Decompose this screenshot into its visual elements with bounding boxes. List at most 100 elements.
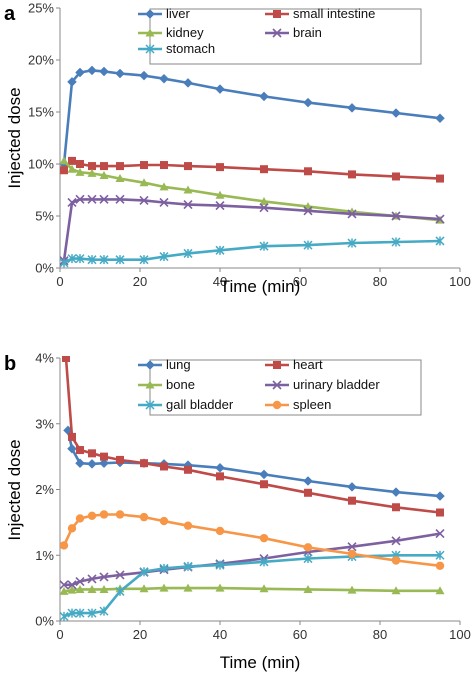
- y-tick-label: 25%: [28, 1, 54, 16]
- legend-swatch-marker: [272, 380, 282, 390]
- data-point: [259, 196, 269, 205]
- data-point: [216, 472, 224, 481]
- data-point: [259, 91, 269, 102]
- data-point: [215, 462, 225, 473]
- series-line: [62, 513, 441, 568]
- data-point: [67, 197, 77, 208]
- data-point: [160, 161, 168, 170]
- series-line: [62, 198, 441, 261]
- legend-swatch-marker: [145, 360, 155, 370]
- data-point: [62, 356, 70, 362]
- data-point: [391, 536, 401, 546]
- y-tick-label: 3%: [35, 416, 54, 431]
- legend: lung heart bone urinary bladder gall bladder…: [138, 357, 422, 416]
- data-point: [99, 194, 109, 204]
- legend-label: gall bladder: [166, 397, 234, 412]
- data-point: [60, 586, 69, 595]
- y-axis-title: Injected dose: [5, 87, 24, 188]
- data-point: [436, 508, 444, 517]
- data-point: [139, 255, 149, 265]
- x-tick-label: 0: [56, 627, 63, 642]
- data-point: [140, 161, 148, 170]
- data-point: [159, 197, 169, 208]
- x-tick-label: 60: [293, 274, 307, 289]
- data-point: [99, 458, 109, 469]
- data-point: [183, 583, 193, 592]
- data-point: [60, 541, 69, 550]
- x-tick-label: 20: [133, 274, 147, 289]
- data-point: [347, 102, 357, 113]
- data-point: [67, 585, 77, 594]
- data-point: [99, 572, 109, 582]
- data-point: [115, 68, 125, 79]
- data-point: [183, 521, 193, 530]
- data-point: [60, 258, 69, 268]
- legend-label: small intestine: [293, 6, 375, 21]
- legend-swatch-marker: [145, 380, 155, 389]
- x-tick-label: 100: [449, 627, 471, 642]
- data-point: [183, 199, 193, 210]
- legend-item: brain: [265, 25, 322, 40]
- data-point: [435, 214, 445, 224]
- x-tick-label: 80: [373, 274, 387, 289]
- data-point: [159, 563, 169, 573]
- data-point: [60, 156, 69, 165]
- data-point: [87, 574, 97, 584]
- data-point: [99, 584, 109, 593]
- data-point: [183, 248, 193, 258]
- legend-swatch-marker: [145, 9, 155, 19]
- chart-panel-a: a 0% 5% 10% 15% 20% 25% 0 20 40 60 80 100 Time (min) I…: [4, 1, 471, 297]
- data-point: [139, 178, 149, 187]
- legend-swatch-marker: [272, 28, 282, 38]
- legend: liver small intestine kidney brain stomach: [138, 6, 422, 65]
- data-point: [435, 550, 445, 560]
- legend-item: spleen: [265, 397, 331, 412]
- data-point: [392, 503, 400, 512]
- data-point: [159, 182, 169, 191]
- y-tick-label: 4%: [35, 351, 54, 366]
- data-point: [392, 172, 400, 181]
- series-line: [62, 69, 441, 165]
- data-point: [435, 113, 445, 124]
- legend-item: lung: [138, 357, 191, 372]
- series-stomach: [60, 236, 445, 268]
- data-point: [100, 162, 108, 171]
- data-point: [435, 528, 445, 539]
- legend-item: gall bladder: [138, 397, 234, 412]
- data-point: [88, 449, 96, 458]
- series-gall-bladder: [60, 550, 445, 621]
- legend-swatch-marker: [145, 28, 155, 37]
- data-point: [215, 245, 225, 255]
- data-point: [259, 533, 269, 543]
- data-point: [115, 586, 125, 596]
- data-point: [75, 584, 85, 593]
- data-point: [303, 240, 313, 250]
- data-point: [215, 84, 225, 94]
- data-point: [87, 168, 97, 177]
- data-point: [67, 608, 77, 618]
- legend-label: brain: [293, 25, 322, 40]
- y-tick-label: 20%: [28, 53, 54, 68]
- data-point: [116, 162, 124, 171]
- legend-swatch-marker: [273, 10, 281, 18]
- series-bone: [60, 583, 445, 595]
- x-tick-label: 20: [133, 627, 147, 642]
- data-point: [435, 561, 445, 570]
- y-tick-label: 15%: [28, 105, 54, 120]
- data-point: [115, 194, 125, 204]
- data-point: [99, 255, 109, 265]
- data-point: [60, 580, 69, 590]
- data-point: [76, 446, 84, 455]
- y-tick-label: 2%: [35, 482, 54, 497]
- data-point: [139, 584, 149, 593]
- series-spleen: [60, 510, 445, 570]
- legend-box: [149, 8, 422, 65]
- data-point: [67, 164, 77, 173]
- legend-item: liver: [138, 6, 191, 21]
- data-point: [391, 211, 401, 221]
- data-point: [139, 195, 149, 205]
- data-point: [260, 165, 268, 174]
- data-point: [76, 160, 84, 168]
- data-point: [347, 209, 357, 219]
